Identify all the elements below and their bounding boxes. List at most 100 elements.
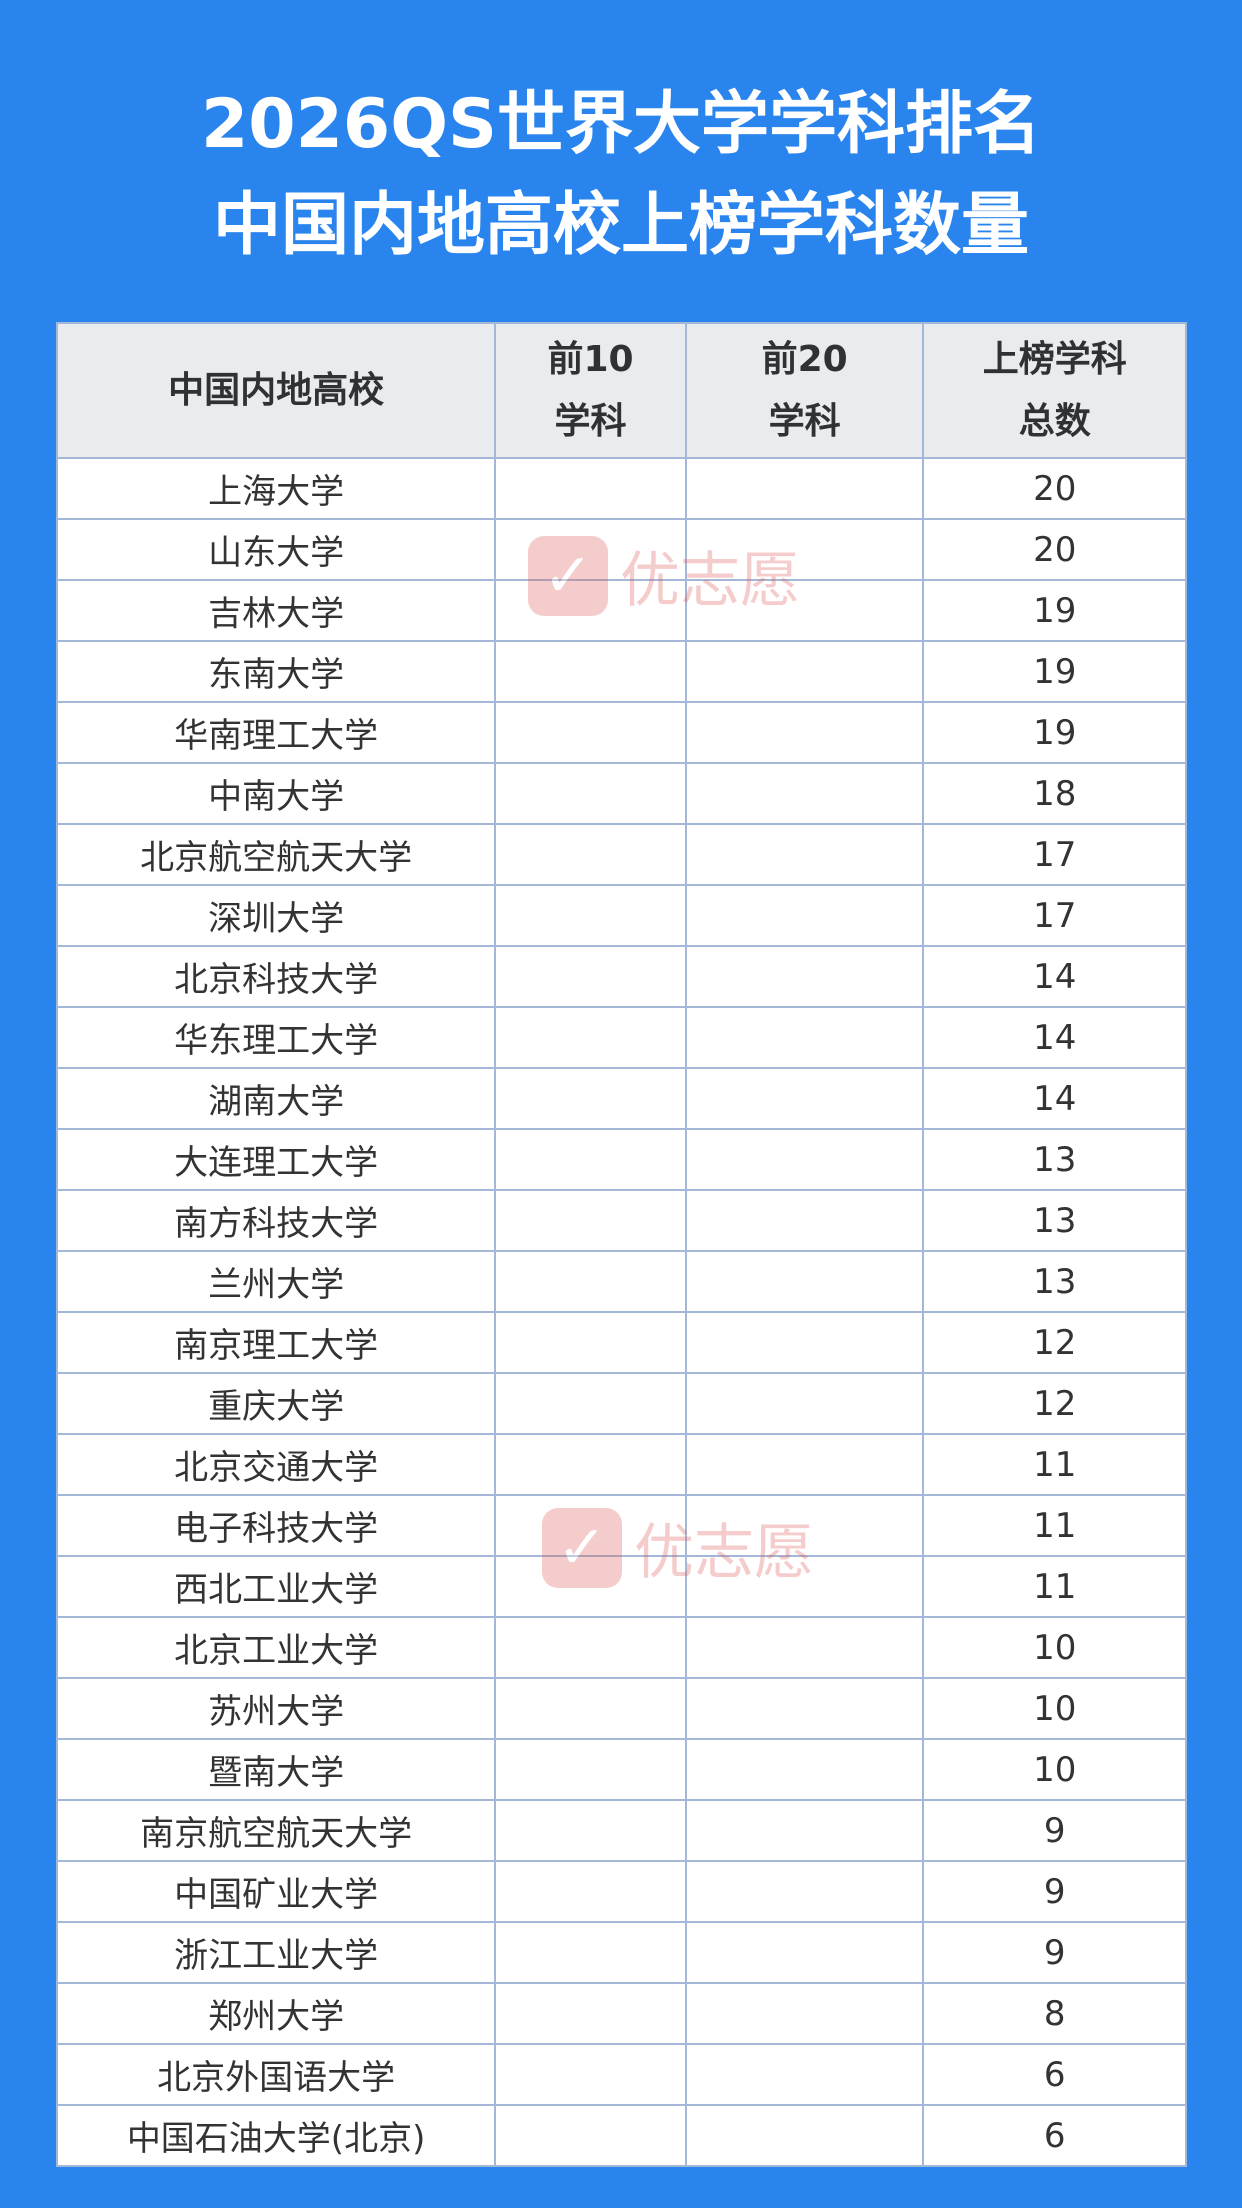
cell-top10 xyxy=(494,823,687,886)
cell-top20 xyxy=(684,884,925,947)
cell-top20 xyxy=(684,1372,925,1435)
cell-top10 xyxy=(494,1433,687,1496)
cell-top10 xyxy=(494,1189,687,1252)
table-row: 东南大学 19 xyxy=(55,640,1187,703)
cell-top10 xyxy=(494,1494,687,1557)
table-row: 郑州大学 8 xyxy=(55,1982,1187,2045)
cell-top10 xyxy=(494,457,687,520)
cell-top10 xyxy=(494,1006,687,1069)
cell-top20 xyxy=(684,457,925,520)
cell-total: 11 xyxy=(922,1494,1187,1557)
cell-top10 xyxy=(494,762,687,825)
cell-total: 8 xyxy=(922,1982,1187,2045)
cell-top10 xyxy=(494,1677,687,1740)
cell-top20 xyxy=(684,1616,925,1679)
cell-top20 xyxy=(684,1799,925,1862)
table-row: 中南大学 18 xyxy=(55,762,1187,825)
cell-total: 19 xyxy=(922,579,1187,642)
cell-university: 中南大学 xyxy=(55,762,497,825)
cell-top20 xyxy=(684,1982,925,2045)
cell-total: 13 xyxy=(922,1128,1187,1191)
cell-university: 中国石油大学(北京) xyxy=(55,2104,497,2167)
cell-top20 xyxy=(684,1189,925,1252)
cell-top20 xyxy=(684,762,925,825)
header-university: 中国内地高校 xyxy=(55,322,497,459)
title-line-2: 中国内地高校上榜学科数量 xyxy=(212,186,1029,265)
cell-total: 17 xyxy=(922,823,1187,886)
cell-total: 9 xyxy=(922,1921,1187,1984)
cell-total: 10 xyxy=(922,1677,1187,1740)
cell-top10 xyxy=(494,2043,687,2106)
cell-top20 xyxy=(684,1128,925,1191)
header-top10: 前10 学科 xyxy=(494,322,687,459)
cell-total: 18 xyxy=(922,762,1187,825)
cell-total: 6 xyxy=(922,2043,1187,2106)
cell-top20 xyxy=(684,1067,925,1130)
cell-top20 xyxy=(684,701,925,764)
cell-top20 xyxy=(684,2043,925,2106)
table-row: 中国石油大学(北京) 6 xyxy=(55,2104,1187,2167)
cell-university: 深圳大学 xyxy=(55,884,497,947)
cell-top20 xyxy=(684,1860,925,1923)
header-top20: 前20 学科 xyxy=(684,322,925,459)
title-line-1: 2026QS世界大学学科排名 xyxy=(200,85,1042,164)
cell-university: 吉林大学 xyxy=(55,579,497,642)
cell-top20 xyxy=(684,945,925,1008)
table-row: 湖南大学 14 xyxy=(55,1067,1187,1130)
ranking-table: 中国内地高校 前10 学科 前20 学科 上榜学科 总数 上海大学 20 山东大学 20 吉林… xyxy=(55,322,1187,2167)
cell-university: 北京科技大学 xyxy=(55,945,497,1008)
cell-top10 xyxy=(494,1738,687,1801)
cell-top10 xyxy=(494,1128,687,1191)
cell-university: 东南大学 xyxy=(55,640,497,703)
cell-total: 17 xyxy=(922,884,1187,947)
cell-total: 20 xyxy=(922,457,1187,520)
table-row: 华南理工大学 19 xyxy=(55,701,1187,764)
cell-university: 浙江工业大学 xyxy=(55,1921,497,1984)
table-row: 南方科技大学 13 xyxy=(55,1189,1187,1252)
cell-top20 xyxy=(684,579,925,642)
table-row: 西北工业大学 11 xyxy=(55,1555,1187,1618)
cell-total: 19 xyxy=(922,701,1187,764)
cell-top20 xyxy=(684,1006,925,1069)
table-row: 重庆大学 12 xyxy=(55,1372,1187,1435)
cell-top10 xyxy=(494,518,687,581)
cell-top20 xyxy=(684,1921,925,1984)
table-row: 中国矿业大学 9 xyxy=(55,1860,1187,1923)
cell-university: 西北工业大学 xyxy=(55,1555,497,1618)
table-header: 中国内地高校 前10 学科 前20 学科 上榜学科 总数 xyxy=(55,322,1187,459)
cell-top10 xyxy=(494,1311,687,1374)
cell-total: 12 xyxy=(922,1372,1187,1435)
table-row: 暨南大学 10 xyxy=(55,1738,1187,1801)
cell-top20 xyxy=(684,1433,925,1496)
cell-total: 13 xyxy=(922,1250,1187,1313)
cell-total: 20 xyxy=(922,518,1187,581)
cell-top20 xyxy=(684,1738,925,1801)
table-row: 华东理工大学 14 xyxy=(55,1006,1187,1069)
table-row: 山东大学 20 xyxy=(55,518,1187,581)
cell-university: 兰州大学 xyxy=(55,1250,497,1313)
cell-top20 xyxy=(684,1311,925,1374)
cell-university: 南京航空航天大学 xyxy=(55,1799,497,1862)
cell-university: 中国矿业大学 xyxy=(55,1860,497,1923)
cell-university: 北京外国语大学 xyxy=(55,2043,497,2106)
cell-top10 xyxy=(494,1555,687,1618)
cell-university: 北京航空航天大学 xyxy=(55,823,497,886)
cell-total: 6 xyxy=(922,2104,1187,2167)
cell-top20 xyxy=(684,823,925,886)
cell-university: 山东大学 xyxy=(55,518,497,581)
table-row: 北京工业大学 10 xyxy=(55,1616,1187,1679)
cell-university: 大连理工大学 xyxy=(55,1128,497,1191)
cell-university: 北京交通大学 xyxy=(55,1433,497,1496)
table-row: 苏州大学 10 xyxy=(55,1677,1187,1740)
cell-total: 11 xyxy=(922,1433,1187,1496)
cell-university: 郑州大学 xyxy=(55,1982,497,2045)
cell-university: 华东理工大学 xyxy=(55,1006,497,1069)
table-row: 南京航空航天大学 9 xyxy=(55,1799,1187,1862)
cell-university: 暨南大学 xyxy=(55,1738,497,1801)
cell-total: 14 xyxy=(922,1067,1187,1130)
cell-university: 南京理工大学 xyxy=(55,1311,497,1374)
cell-top20 xyxy=(684,1250,925,1313)
cell-top10 xyxy=(494,701,687,764)
cell-top10 xyxy=(494,1372,687,1435)
cell-total: 9 xyxy=(922,1799,1187,1862)
